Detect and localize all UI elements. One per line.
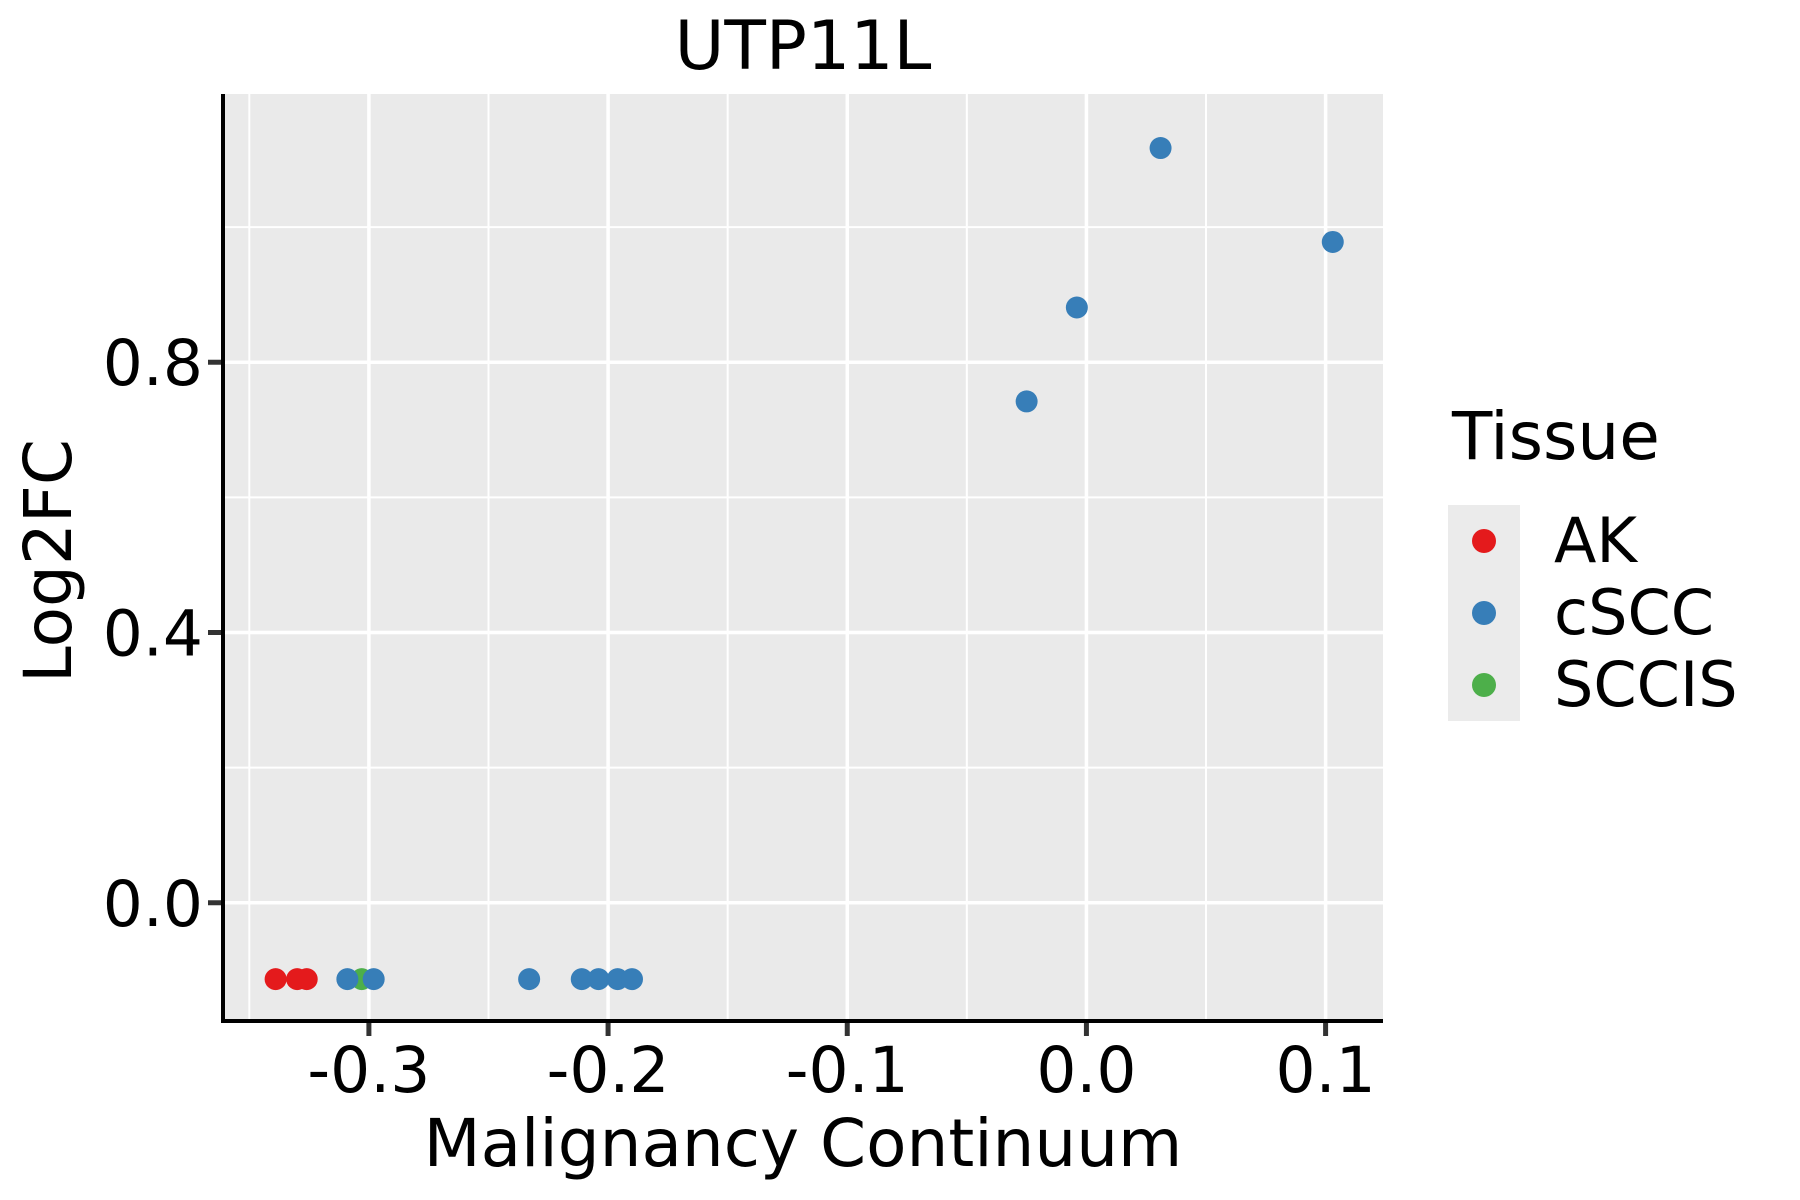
- data-point-ak: [295, 968, 318, 991]
- data-point-cscc: [362, 968, 385, 991]
- y-tick-label: 0.8: [103, 327, 203, 400]
- legend-label: SCCIS: [1554, 648, 1738, 721]
- data-point-cscc: [518, 968, 541, 991]
- x-tick-label: 0.1: [1275, 1034, 1375, 1107]
- legend-swatch: [1448, 649, 1520, 721]
- legend-entry-sccis: SCCIS: [1448, 649, 1798, 721]
- legend-label: cSCC: [1554, 576, 1715, 649]
- data-point-cscc: [1149, 137, 1172, 160]
- legend-swatch: [1448, 577, 1520, 649]
- plot-title: UTP11L: [674, 6, 932, 86]
- x-tick-label: -0.3: [307, 1034, 430, 1107]
- x-tick-label: -0.2: [547, 1034, 670, 1107]
- legend-entry-ak: AK: [1448, 505, 1798, 577]
- legend-entry-cscc: cSCC: [1448, 577, 1798, 649]
- data-point-cscc: [570, 968, 593, 991]
- legend-title: Tissue: [1452, 398, 1660, 475]
- data-point-cscc: [1015, 390, 1038, 413]
- data-point-cscc: [620, 968, 643, 991]
- legend-swatch: [1448, 505, 1520, 577]
- data-point-cscc: [587, 968, 610, 991]
- data-point-ak: [264, 968, 287, 991]
- y-tick-label: 0.0: [103, 868, 203, 941]
- data-point-cscc: [1321, 230, 1344, 253]
- ak-dot-icon: [1472, 529, 1496, 553]
- x-axis-title: Malignancy Continuum: [423, 1104, 1183, 1182]
- x-tick-label: 0.0: [1036, 1034, 1136, 1107]
- x-tick-label: -0.1: [786, 1034, 909, 1107]
- legend-label: AK: [1554, 504, 1638, 577]
- legend: Tissue AK cSCC SCCIS: [1448, 398, 1798, 721]
- y-tick-label: 0.4: [103, 597, 203, 670]
- sccis-dot-icon: [1472, 673, 1496, 697]
- data-point-cscc: [336, 968, 359, 991]
- cscc-dot-icon: [1472, 601, 1496, 625]
- panel-background: [223, 94, 1383, 1021]
- data-point-cscc: [1065, 296, 1088, 319]
